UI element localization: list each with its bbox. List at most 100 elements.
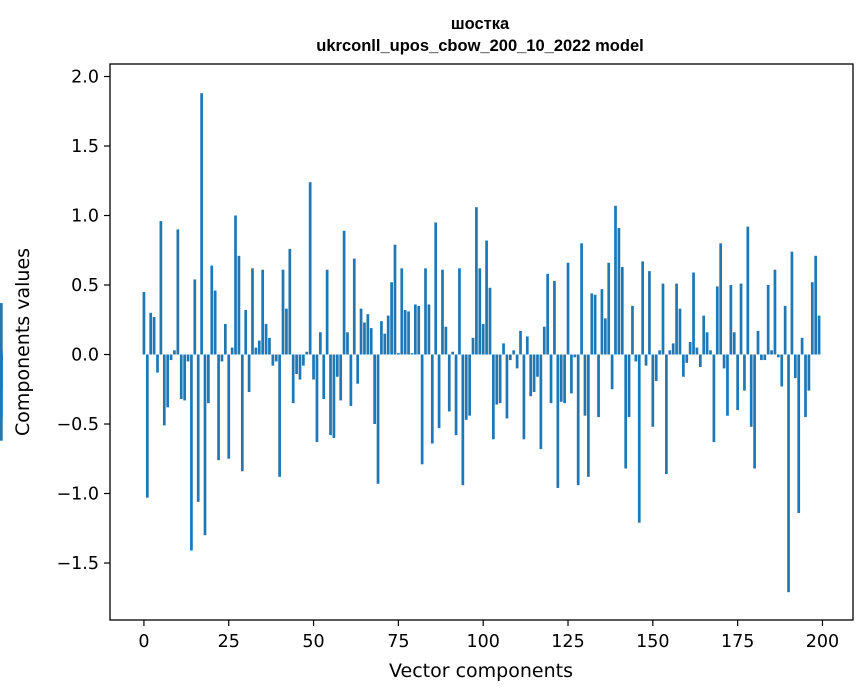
x-tick-label: 200 bbox=[806, 632, 839, 652]
bar bbox=[281, 269, 285, 355]
bar bbox=[495, 354, 499, 405]
bar bbox=[315, 354, 319, 443]
bar bbox=[688, 342, 692, 355]
bar bbox=[624, 354, 628, 469]
bar bbox=[787, 354, 790, 593]
bar bbox=[380, 321, 383, 355]
bar bbox=[169, 354, 173, 361]
bar bbox=[709, 350, 712, 355]
bar bbox=[376, 354, 380, 484]
bar bbox=[488, 287, 492, 355]
bar bbox=[753, 354, 756, 469]
bar bbox=[278, 354, 281, 477]
bar bbox=[756, 330, 760, 355]
bar bbox=[410, 353, 414, 355]
bar bbox=[173, 350, 176, 355]
bar bbox=[583, 354, 587, 416]
bar bbox=[386, 315, 390, 355]
bar bbox=[651, 354, 655, 427]
bar bbox=[159, 221, 163, 355]
bar bbox=[291, 354, 295, 404]
bar bbox=[332, 354, 336, 438]
x-tick-label: 100 bbox=[466, 632, 499, 652]
x-axis-label: Vector components bbox=[389, 660, 573, 682]
bar bbox=[430, 354, 434, 444]
bar bbox=[732, 332, 736, 355]
y-axis-label: Components values bbox=[12, 248, 34, 436]
bar bbox=[373, 354, 376, 425]
bar bbox=[444, 326, 448, 355]
bar bbox=[217, 354, 220, 461]
bar bbox=[176, 229, 180, 355]
bar bbox=[162, 354, 166, 426]
bar bbox=[712, 354, 716, 443]
bar bbox=[397, 353, 400, 355]
bar bbox=[339, 354, 343, 401]
bar bbox=[729, 285, 733, 355]
bar bbox=[648, 271, 651, 355]
y-tick-label: −1.5 bbox=[57, 554, 100, 574]
bar bbox=[424, 268, 427, 355]
bar bbox=[597, 354, 600, 418]
bar bbox=[213, 290, 217, 355]
bar bbox=[654, 354, 658, 381]
bar bbox=[739, 283, 743, 355]
x-tick-label: 75 bbox=[387, 632, 409, 652]
plot-frame bbox=[109, 63, 854, 621]
bar bbox=[234, 215, 237, 355]
bar bbox=[719, 243, 723, 355]
bar bbox=[403, 310, 407, 355]
chart-subtitle: ukrconll_upos_cbow_200_10_2022 model bbox=[316, 37, 643, 55]
bar bbox=[549, 354, 553, 404]
bar bbox=[420, 354, 424, 465]
bar bbox=[393, 244, 397, 355]
bar bbox=[678, 308, 682, 355]
bar bbox=[261, 269, 265, 355]
bar bbox=[763, 354, 767, 361]
y-tick-label: 1.0 bbox=[71, 207, 99, 227]
y-axis-ticks: −1.5 −1.0 −0.5 0.0 0.5 1.0 1.5 2.0 bbox=[57, 68, 110, 574]
bar bbox=[240, 354, 244, 472]
bar bbox=[400, 268, 404, 355]
bar bbox=[695, 347, 699, 355]
bar bbox=[682, 354, 685, 377]
bar bbox=[274, 354, 278, 362]
bar bbox=[230, 347, 234, 355]
bar bbox=[349, 354, 353, 406]
bar bbox=[576, 354, 580, 486]
bar bbox=[383, 333, 387, 355]
bar bbox=[587, 354, 590, 477]
bar bbox=[593, 294, 597, 355]
bar bbox=[536, 354, 539, 377]
bar bbox=[675, 283, 678, 355]
bar bbox=[807, 354, 811, 391]
y-tick-label: 1.5 bbox=[71, 137, 99, 157]
bar bbox=[743, 354, 746, 391]
bar bbox=[312, 354, 315, 380]
x-tick-label: 125 bbox=[551, 632, 584, 652]
bar bbox=[749, 354, 753, 427]
bar bbox=[464, 354, 468, 420]
bar bbox=[644, 354, 648, 366]
bar bbox=[142, 291, 146, 355]
bar bbox=[220, 354, 224, 362]
bar bbox=[556, 354, 560, 488]
bar bbox=[352, 258, 356, 355]
bar bbox=[715, 286, 719, 355]
y-tick-label: 2.0 bbox=[71, 68, 99, 88]
bar bbox=[329, 354, 332, 436]
bar bbox=[325, 269, 329, 355]
bar bbox=[600, 289, 604, 355]
bar bbox=[356, 354, 360, 384]
bar bbox=[631, 305, 634, 355]
bar bbox=[661, 283, 665, 355]
bar bbox=[458, 268, 461, 355]
y-tick-label: −1.0 bbox=[57, 485, 100, 505]
bar bbox=[502, 343, 505, 355]
bar bbox=[227, 354, 231, 459]
bar bbox=[251, 268, 254, 355]
bar bbox=[244, 310, 248, 355]
bar bbox=[665, 354, 668, 475]
bar bbox=[305, 351, 309, 355]
bar bbox=[570, 354, 573, 394]
